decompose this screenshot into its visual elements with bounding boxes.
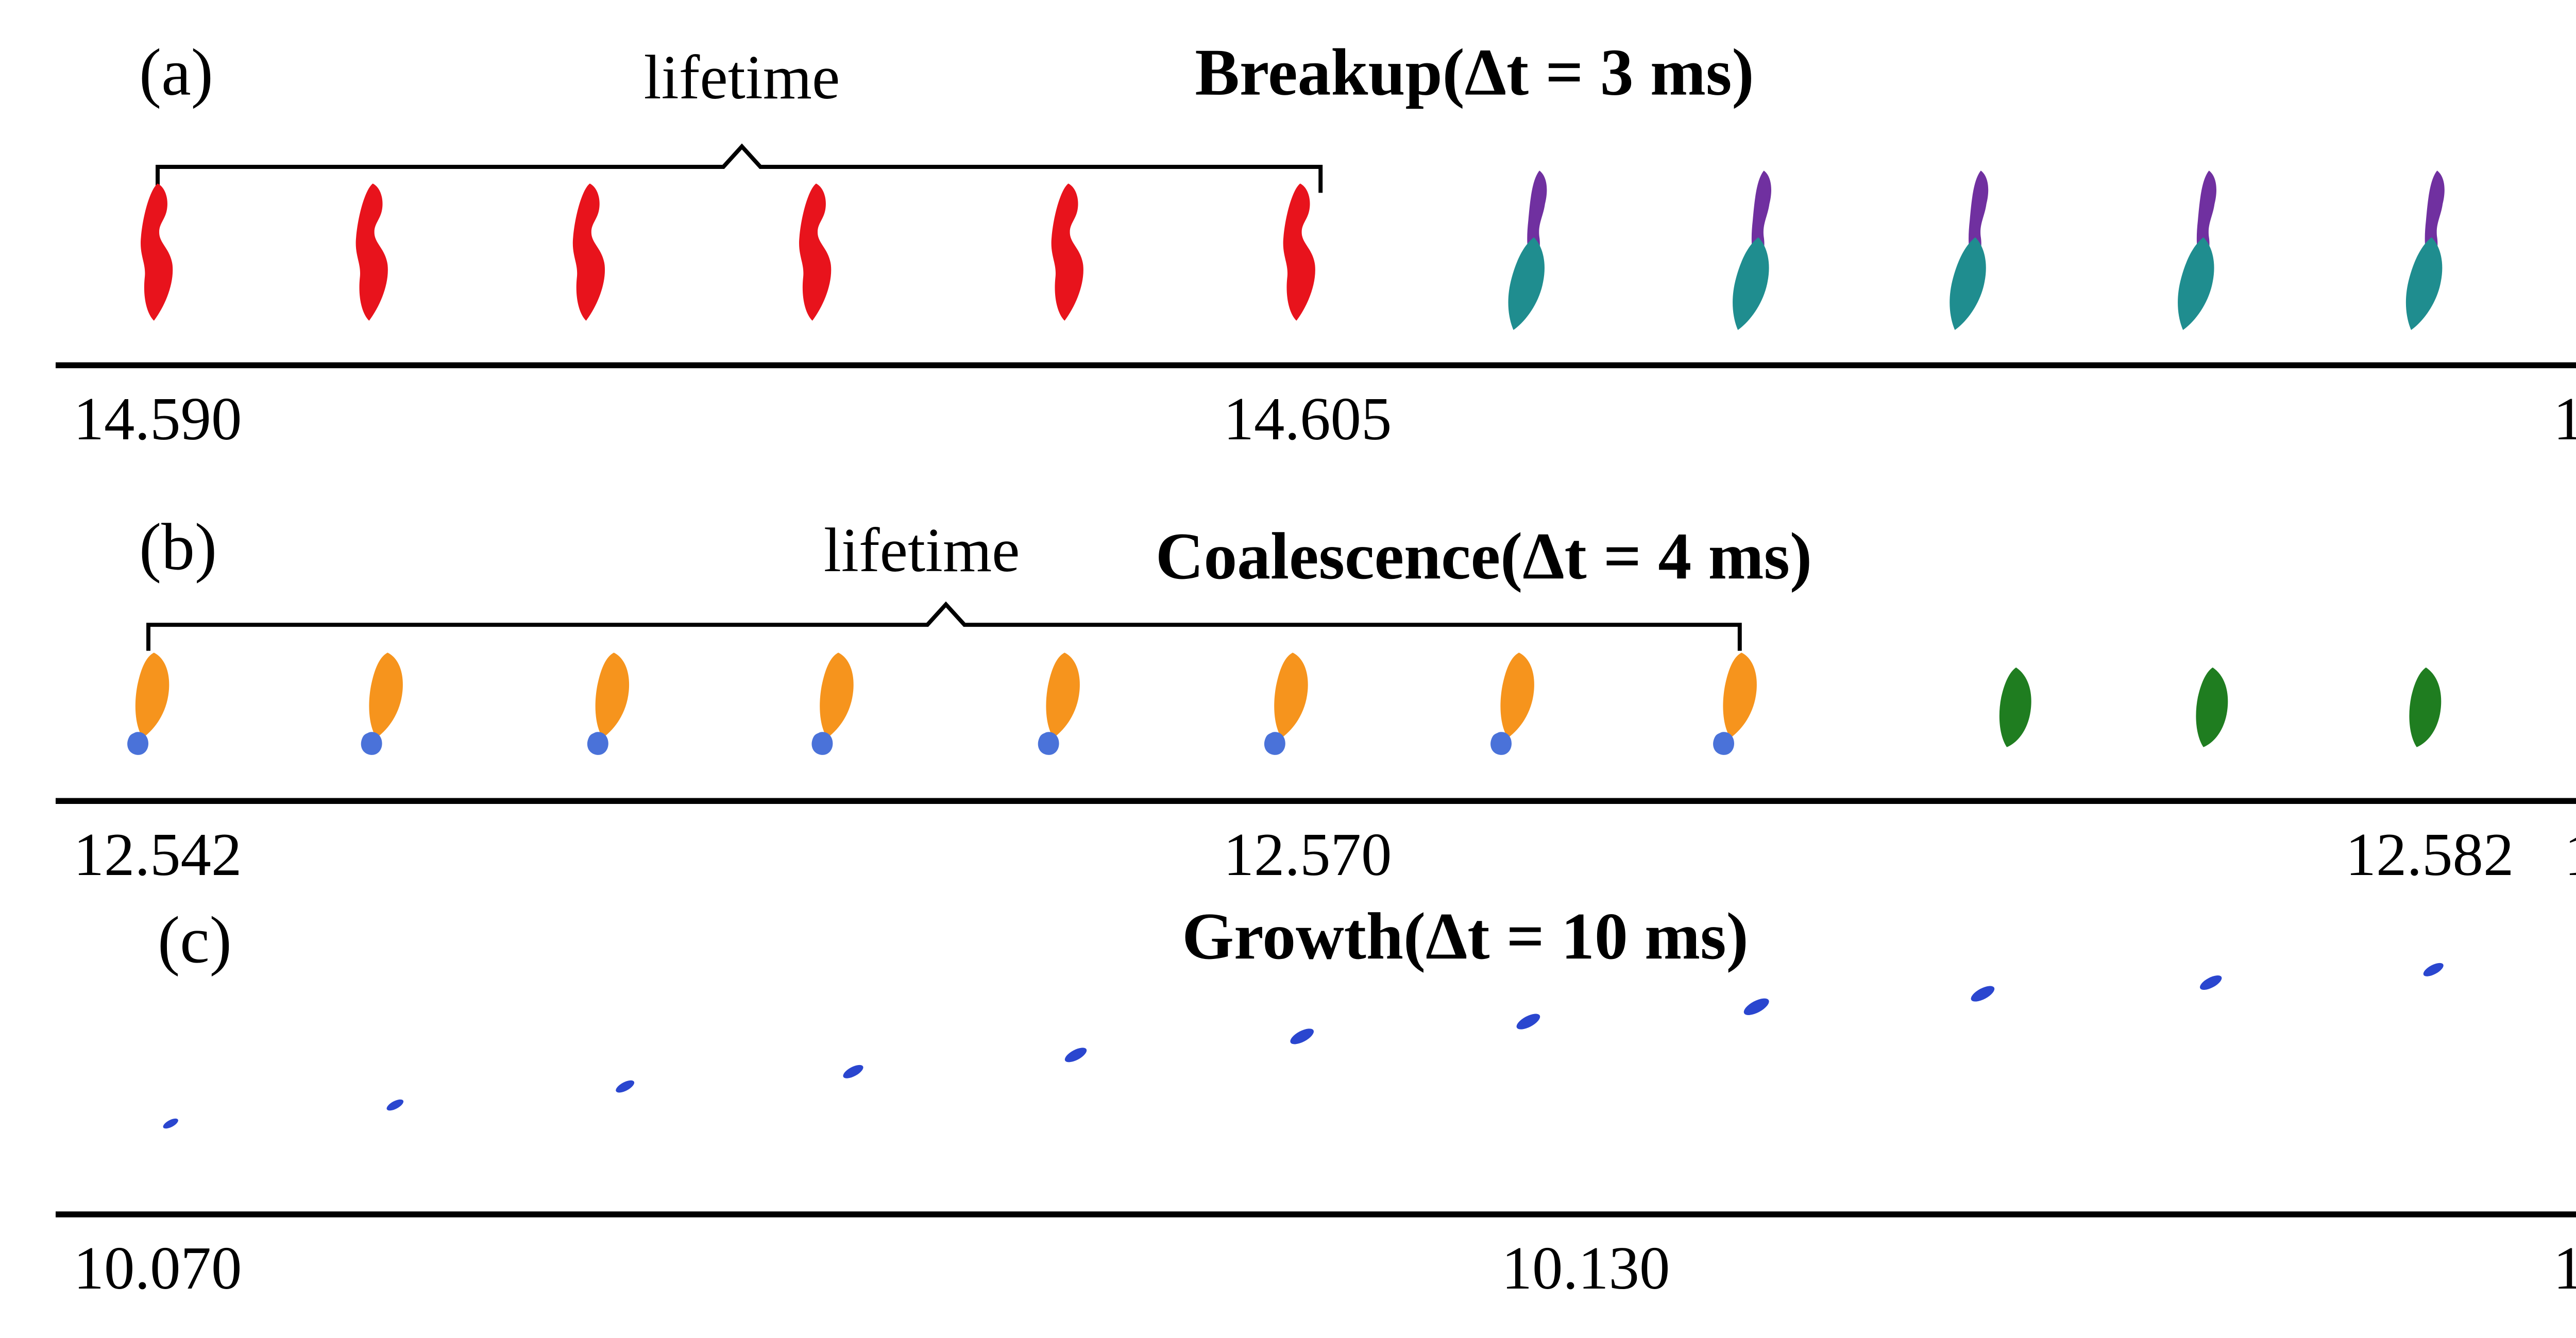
tick-label: 14.623 (2553, 387, 2576, 456)
tick-label: 14.590 (73, 387, 242, 454)
growing-bubble (163, 1118, 178, 1129)
parent-bubble-orange (369, 653, 403, 738)
parent-bubble-red (355, 183, 388, 321)
parent-bubble-orange (135, 653, 170, 738)
panel-c-label: (c) (158, 903, 232, 977)
growing-bubble (1516, 1014, 1540, 1030)
parent-bubble-orange (1500, 653, 1534, 738)
growing-bubble (1743, 998, 1769, 1015)
lifetime-bracket-a (156, 143, 1323, 193)
lifetime-bracket-b (146, 601, 1742, 651)
parent-bubble-orange (1723, 653, 1757, 738)
panel-b-title: Coalescence(Δt = 4 ms) (1155, 519, 1812, 593)
parent-bubble-red (1051, 183, 1083, 321)
parent-bubble-small-blue (811, 732, 833, 755)
panel-a-title: Breakup(Δt = 3 ms) (1195, 35, 1754, 110)
growing-bubble (616, 1080, 635, 1093)
child-bubble-teal (1733, 237, 1769, 330)
parent-bubble-orange (595, 653, 630, 738)
tick-label: 10.180 (2553, 1237, 2576, 1305)
parent-bubble-small-blue (361, 732, 382, 755)
tick-label: 14.605 (1223, 387, 1392, 454)
child-bubble-teal (2405, 237, 2443, 330)
merged-bubble-green (2196, 667, 2228, 747)
tick-label: 12.582 (2345, 823, 2514, 890)
parent-bubble-small-blue (1264, 732, 1285, 755)
parent-bubble-small-blue (127, 732, 148, 755)
parent-bubble-orange (1274, 653, 1308, 738)
tick-label: 10.070 (73, 1237, 242, 1303)
growing-bubble (1971, 986, 1995, 1002)
tick-label: 12.570 (1223, 823, 1392, 890)
lifetime-label-b: lifetime (823, 517, 1020, 586)
parent-bubble-red (141, 183, 173, 321)
panel-b-label: (b) (139, 510, 217, 584)
growing-bubble (1290, 1028, 1314, 1044)
parent-bubble-red (799, 183, 832, 321)
tick-label: 12.542 (73, 823, 242, 890)
parent-bubble-red (1283, 183, 1315, 321)
tick-label: 12.585 (2564, 823, 2576, 891)
tick-label: 10.130 (1501, 1237, 1670, 1303)
child-bubble-teal (1508, 237, 1545, 330)
growing-bubble (2423, 963, 2444, 976)
growing-bubble (843, 1065, 863, 1078)
merged-bubble-green (2409, 667, 2442, 747)
parent-bubble-orange (820, 653, 854, 738)
parent-bubble-orange (1046, 653, 1080, 738)
panel-a-label: (a) (139, 35, 213, 110)
parent-bubble-small-blue (1490, 732, 1512, 755)
parent-bubble-small-blue (1038, 732, 1059, 755)
parent-bubble-red (572, 183, 605, 321)
merged-bubble-green (1999, 667, 2031, 747)
child-bubble-teal (1950, 237, 1986, 330)
parent-bubble-small-blue (1713, 732, 1734, 755)
child-bubble-teal (2178, 237, 2214, 330)
growing-bubble (2200, 975, 2222, 990)
lifetime-label-a: lifetime (643, 44, 840, 113)
growing-bubble (386, 1099, 404, 1111)
parent-bubble-small-blue (587, 732, 608, 755)
panel-c-title: Growth(Δt = 10 ms) (1182, 899, 1749, 973)
growing-bubble (1064, 1048, 1087, 1062)
